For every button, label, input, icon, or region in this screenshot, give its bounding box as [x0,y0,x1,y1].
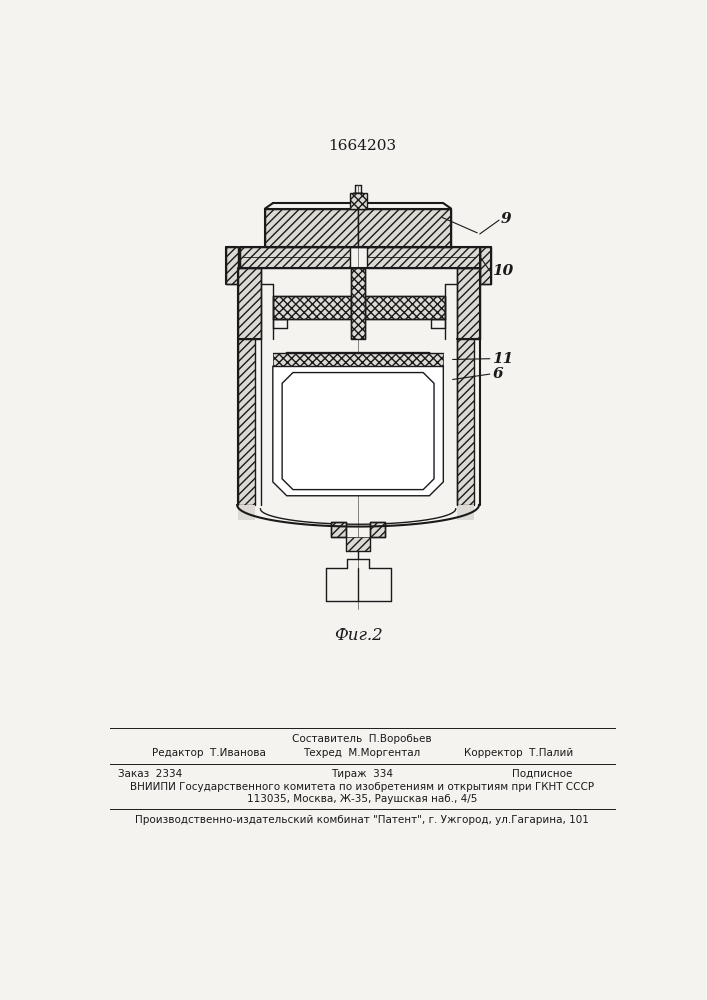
Text: Корректор  Т.Палий: Корректор Т.Палий [464,748,573,758]
Polygon shape [282,373,434,490]
Bar [480,247,491,284]
Bar [358,209,451,247]
Text: Тираж  334: Тираж 334 [331,769,393,779]
Bar [331,522,346,537]
Polygon shape [273,353,443,496]
Text: Редактор  Т.Иванова: Редактор Т.Иванова [152,748,266,758]
Text: 6: 6 [492,367,503,381]
Text: 10: 10 [492,264,513,278]
Bar [238,268,261,339]
Bar [349,193,367,209]
Bar [457,268,480,339]
Text: Составитель  П.Воробьев: Составитель П.Воробьев [292,734,432,744]
Text: Подписное: Подписное [513,769,573,779]
Bar [457,339,474,505]
Text: Заказ  2334: Заказ 2334 [118,769,182,779]
Bar [367,247,480,268]
Text: Техред  М.Моргентал: Техред М.Моргентал [303,748,421,758]
Bar [226,247,238,284]
Text: 1664203: 1664203 [328,139,396,153]
Bar [273,353,443,366]
Text: 9: 9 [501,212,511,226]
Text: Фиг.2: Фиг.2 [334,627,382,644]
Text: ВНИИПИ Государственного комитета по изобретениям и открытиям при ГКНТ СССР: ВНИИПИ Государственного комитета по изоб… [130,782,594,792]
Bar [273,296,351,319]
Text: 113035, Москва, Ж-35, Раушская наб., 4/5: 113035, Москва, Ж-35, Раушская наб., 4/5 [247,794,477,804]
Text: 11: 11 [492,352,513,366]
Bar [351,268,365,339]
Text: Производственно-издательский комбинат "Патент", г. Ужгород, ул.Гагарина, 101: Производственно-издательский комбинат "П… [135,815,589,825]
Polygon shape [354,193,363,197]
Bar [457,505,474,520]
Bar [346,537,370,551]
Bar [265,209,358,247]
Bar [238,505,255,520]
Bar [370,522,385,537]
Bar [365,296,445,319]
Bar [238,339,255,505]
Bar [240,247,349,268]
